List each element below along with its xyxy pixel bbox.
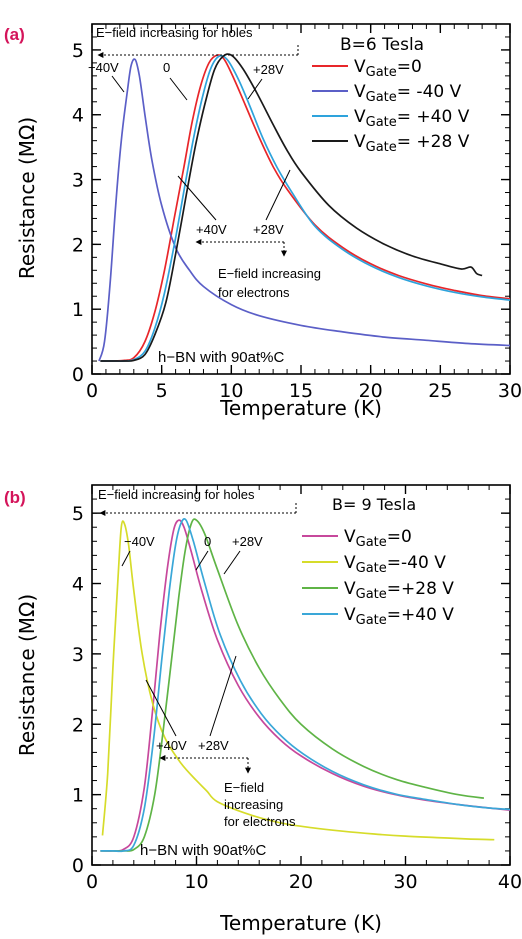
y-axis-title-b: Resistance (MΩ) (15, 594, 39, 756)
panel-b-label: (b) (4, 488, 26, 507)
series-line-a-2 (100, 54, 511, 362)
x-axis-title-a: Temperature (K) (219, 396, 382, 420)
y-tick-label-b: 1 (72, 785, 84, 807)
x-ticks-b: 0 10 20 30 40 (86, 485, 522, 893)
leader-plus40v-a (177, 175, 217, 221)
sample-label-b: h−BN with 90at%C (140, 842, 266, 859)
y-tick-label-a: 3 (72, 170, 84, 192)
electrons-arrow-label-b-3: for electrons (224, 814, 296, 829)
y-tick-label-b: 2 (72, 714, 84, 736)
x-ticks-a: 0 5 10 15 20 25 30 (86, 24, 522, 402)
curves-b (100, 518, 511, 853)
legend-label-a-0: VGate=0 (354, 57, 422, 80)
leader-0-a (169, 77, 188, 101)
legend-label-a-2: VGate= +40 V (354, 107, 470, 130)
leader-plus28v-bottom-b (209, 655, 237, 737)
panel-a-label: (a) (4, 25, 25, 44)
y-ticks-b: 0 1 2 3 4 5 (72, 484, 510, 877)
label-plus40v-b: +40V (156, 738, 187, 753)
y-ticks-a: 0 1 2 3 4 5 (72, 23, 510, 386)
y-tick-label-a: 1 (72, 299, 84, 321)
x-tick-label-a: 25 (428, 380, 452, 402)
series-line-a-3 (100, 53, 483, 362)
plot-area-a (91, 23, 511, 375)
y-tick-label-a: 0 (72, 364, 84, 386)
legend-label-b-0: VGate=0 (344, 527, 412, 550)
leader-plus28v-bottom-a (265, 169, 291, 221)
label-plus28v-top-b: +28V (232, 534, 263, 549)
y-tick-label-a: 5 (72, 40, 84, 62)
y-tick-label-b: 4 (72, 574, 84, 596)
x-tick-label-a: 5 (156, 380, 168, 402)
label-plus40v-a: +40V (196, 222, 227, 237)
electrons-arrow-label-b-1: E−field (224, 780, 264, 795)
legend-label-b-3: VGate=+40 V (344, 605, 454, 628)
panel-b: (b) 0 10 20 30 40 0 1 2 3 4 5 Resistance (MΩ) Tem… (4, 484, 522, 935)
label-plus28v-bottom-a: +28V (253, 222, 284, 237)
x-tick-label-a: 30 (498, 380, 522, 402)
legend-label-a-1: VGate= -40 V (354, 82, 462, 105)
legend-label-a-3: VGate= +28 V (354, 132, 470, 155)
y-tick-label-b: 5 (72, 503, 84, 525)
electrons-arrow-label-a-1: E−field increasing (218, 266, 321, 281)
leader-plus28v-top-a (247, 78, 263, 100)
legend-title-b: B= 9 Tesla (332, 495, 416, 514)
x-tick-label-b: 10 (184, 871, 208, 893)
legend-title-a: B=6 Tesla (340, 35, 424, 55)
x-tick-label-b: 30 (393, 871, 417, 893)
leader-minus40v-b (121, 550, 131, 567)
label-minus40v-a: −40V (88, 60, 119, 75)
x-tick-label-a: 0 (86, 380, 98, 402)
series-line-a-1 (98, 58, 511, 362)
curves-a (98, 53, 511, 362)
holes-arrow-label-b: E−field increasing for holes (98, 487, 255, 502)
x-tick-label-a: 10 (219, 380, 243, 402)
x-axis-title-b: Temperature (K) (219, 911, 382, 935)
legend-b: VGate=0 VGate=-40 V VGate=+28 V VGate=+40 V (302, 527, 454, 628)
label-0-a: 0 (163, 60, 170, 75)
y-tick-label-b: 0 (72, 855, 84, 877)
electrons-arrow-label-a-2: for electrons (218, 285, 290, 300)
holes-arrow-label-a: E−field increasing for holes (96, 25, 253, 40)
leader-minus40v-a (111, 75, 125, 93)
label-plus28v-bottom-b: +28V (198, 738, 229, 753)
x-tick-label-b: 20 (289, 871, 313, 893)
y-tick-label-a: 2 (72, 234, 84, 256)
series-line-a-0 (100, 54, 511, 362)
series-line-b-3 (100, 518, 511, 853)
sample-label-a: h−BN with 90at%C (158, 349, 284, 366)
label-plus28v-top-a: +28V (253, 62, 284, 77)
x-tick-label-b: 0 (86, 871, 98, 893)
series-line-b-0 (100, 519, 511, 852)
legend-label-b-1: VGate=-40 V (344, 553, 446, 576)
x-tick-label-a: 20 (359, 380, 383, 402)
leader-plus28v-top-b (223, 550, 241, 575)
series-line-b-2 (100, 518, 484, 852)
series-line-b-1 (101, 520, 495, 841)
label-minus40v-b: −40V (124, 534, 155, 549)
y-axis-title-a: Resistance (MΩ) (15, 117, 39, 279)
y-tick-label-a: 4 (72, 105, 84, 127)
leader-plus40v-b (145, 679, 177, 737)
legend-label-b-2: VGate=+28 V (344, 579, 454, 602)
label-0-b: 0 (204, 534, 211, 549)
leader-0-b (195, 550, 209, 571)
electrons-arrow-label-b-2: increasing (224, 797, 283, 812)
x-tick-label-b: 40 (498, 871, 522, 893)
x-tick-label-a: 15 (289, 380, 313, 402)
y-tick-label-b: 3 (72, 644, 84, 666)
